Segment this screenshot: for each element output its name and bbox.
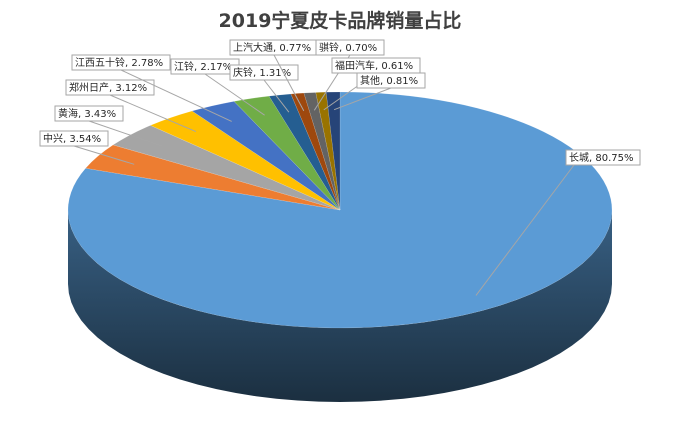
slice-label: 黄海, 3.43% bbox=[58, 107, 116, 120]
data-label: 骐铃, 0.70% bbox=[313, 39, 385, 111]
label-box bbox=[565, 149, 641, 166]
data-label: 长城, 80.75% bbox=[475, 149, 641, 296]
leader-line bbox=[333, 87, 392, 111]
data-label: 福田汽车, 0.61% bbox=[323, 57, 421, 111]
data-labels: 长城, 80.75% 中兴, 3.54% 黄海, 3.43% 郑州日产, 3.12% 江… bbox=[39, 39, 641, 296]
label-box bbox=[39, 130, 109, 147]
label-box bbox=[54, 105, 124, 122]
slice-label: 骐铃, 0.70% bbox=[319, 41, 377, 54]
leader-line bbox=[475, 164, 575, 296]
slice-label: 江西五十铃, 2.78% bbox=[75, 56, 163, 69]
slice-label: 中兴, 3.54% bbox=[43, 132, 101, 145]
slice-骐铃 bbox=[303, 92, 341, 211]
slice-庆铃 bbox=[268, 93, 341, 211]
slice-江西五十铃 bbox=[191, 101, 341, 211]
data-label: 黄海, 3.43% bbox=[54, 105, 163, 147]
slice-上汽大通 bbox=[290, 92, 341, 211]
slice-side-长城 bbox=[68, 210, 612, 402]
pie-top bbox=[67, 91, 613, 329]
data-label: 其他, 0.81% bbox=[333, 72, 426, 111]
label-box bbox=[356, 72, 426, 89]
slice-江铃 bbox=[233, 95, 341, 211]
slice-label: 上汽大通, 0.77% bbox=[233, 41, 311, 54]
data-label: 郑州日产, 3.12% bbox=[65, 79, 197, 133]
data-label: 上汽大通, 0.77% bbox=[229, 39, 319, 112]
leader-line bbox=[73, 145, 135, 165]
slice-郑州日产 bbox=[149, 110, 341, 211]
slice-中兴 bbox=[85, 144, 341, 211]
slice-label: 庆铃, 1.31% bbox=[233, 66, 291, 79]
label-box bbox=[71, 54, 171, 71]
slice-label: 其他, 0.81% bbox=[360, 74, 418, 87]
leader-line bbox=[88, 120, 163, 147]
data-label: 江西五十铃, 2.78% bbox=[71, 54, 232, 122]
leader-line bbox=[204, 73, 265, 116]
leader-line bbox=[109, 94, 197, 133]
label-box bbox=[65, 79, 155, 96]
pie-side-walls bbox=[68, 210, 612, 402]
leader-line bbox=[263, 79, 290, 113]
data-label: 中兴, 3.54% bbox=[39, 130, 135, 165]
slice-label: 福田汽车, 0.61% bbox=[335, 59, 413, 72]
chart-title: 2019宁夏皮卡品牌销量占比 bbox=[218, 10, 462, 32]
slice-长城 bbox=[67, 91, 613, 329]
leader-line bbox=[120, 69, 232, 122]
leader-line bbox=[273, 54, 305, 112]
slice-label: 长城, 80.75% bbox=[569, 152, 634, 164]
slice-label: 郑州日产, 3.12% bbox=[69, 81, 147, 94]
slice-label: 江铃, 2.17% bbox=[174, 60, 232, 73]
label-box bbox=[315, 39, 385, 56]
